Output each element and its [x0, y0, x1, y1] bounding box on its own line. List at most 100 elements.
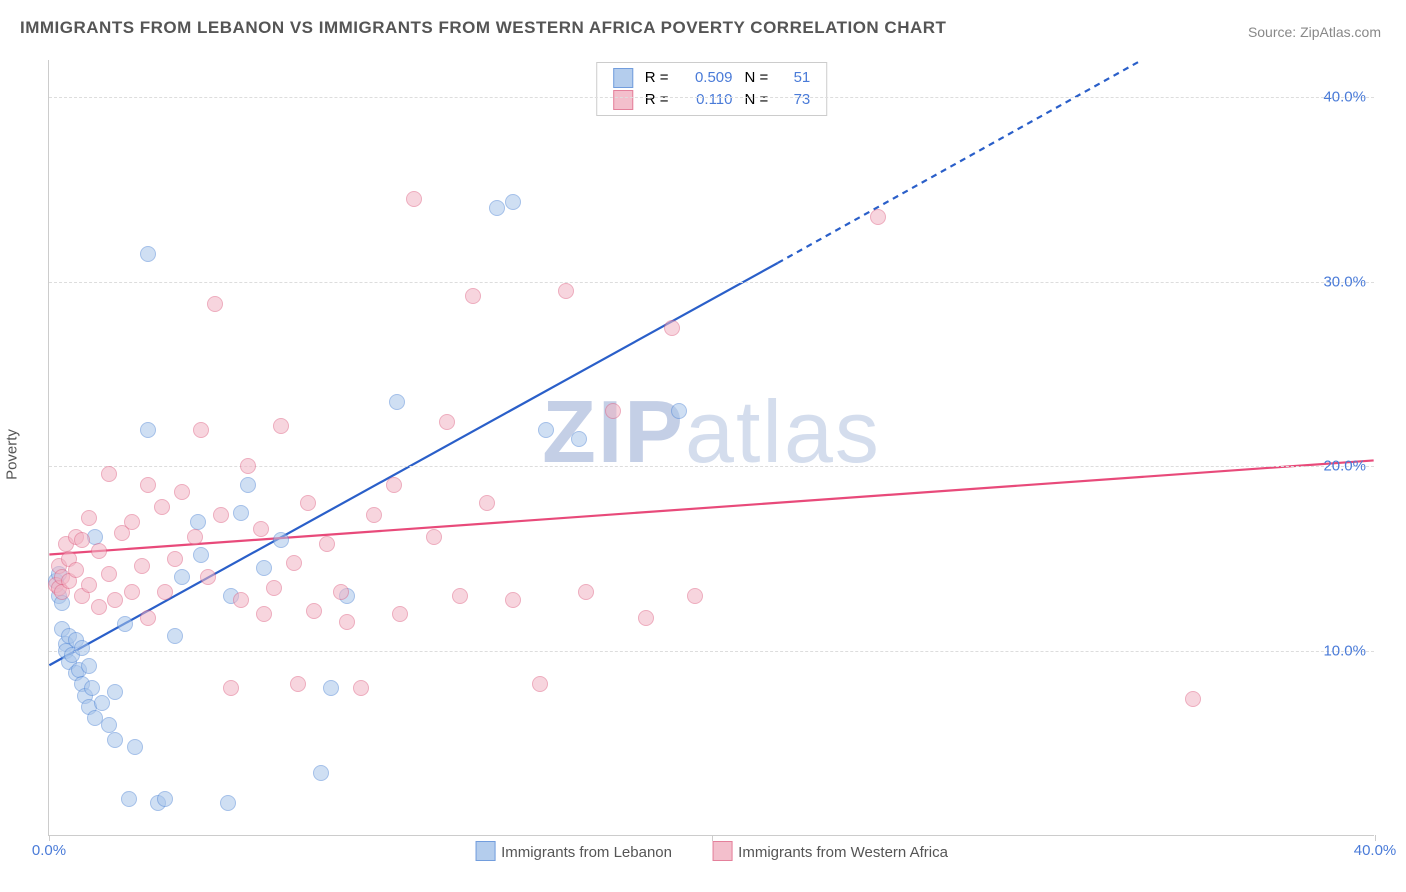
data-point-western_africa: [124, 584, 140, 600]
x-tick-label: 40.0%: [1354, 842, 1397, 859]
data-point-western_africa: [91, 599, 107, 615]
data-point-lebanon: [107, 732, 123, 748]
y-tick-label: 30.0%: [1323, 273, 1366, 290]
data-point-western_africa: [664, 320, 680, 336]
data-point-western_africa: [200, 569, 216, 585]
y-tick-label: 10.0%: [1323, 643, 1366, 660]
data-point-western_africa: [333, 584, 349, 600]
data-point-lebanon: [489, 200, 505, 216]
data-point-lebanon: [313, 765, 329, 781]
trend-lines-layer: [49, 60, 1374, 835]
chart-title: IMMIGRANTS FROM LEBANON VS IMMIGRANTS FR…: [20, 18, 946, 38]
legend-label-western-africa: Immigrants from Western Africa: [738, 844, 948, 861]
data-point-western_africa: [286, 555, 302, 571]
data-point-western_africa: [452, 588, 468, 604]
r-value-western-africa: 0.110: [675, 89, 739, 111]
data-point-lebanon: [117, 616, 133, 632]
data-point-western_africa: [439, 414, 455, 430]
gridline: [49, 651, 1374, 652]
r-label: R =: [639, 67, 675, 89]
legend-row-western-africa: R = 0.110 N = 73: [607, 89, 817, 111]
swatch-lebanon: [475, 841, 495, 861]
plot-area: ZIPatlas R = 0.509 N = 51 R = 0.110 N = …: [48, 60, 1374, 836]
y-axis-label: Poverty: [4, 429, 21, 480]
data-point-lebanon: [190, 514, 206, 530]
data-point-western_africa: [134, 558, 150, 574]
data-point-lebanon: [121, 791, 137, 807]
data-point-lebanon: [273, 532, 289, 548]
source-attribution: Source: ZipAtlas.com: [1248, 24, 1381, 40]
data-point-western_africa: [193, 422, 209, 438]
data-point-lebanon: [84, 680, 100, 696]
swatch-western-africa: [613, 90, 633, 110]
data-point-western_africa: [101, 566, 117, 582]
data-point-western_africa: [366, 507, 382, 523]
data-point-lebanon: [538, 422, 554, 438]
data-point-lebanon: [571, 431, 587, 447]
data-point-western_africa: [213, 507, 229, 523]
data-point-western_africa: [256, 606, 272, 622]
y-tick-label: 20.0%: [1323, 458, 1366, 475]
data-point-lebanon: [323, 680, 339, 696]
data-point-western_africa: [207, 296, 223, 312]
data-point-western_africa: [174, 484, 190, 500]
data-point-lebanon: [140, 422, 156, 438]
n-label: N =: [739, 89, 775, 111]
data-point-lebanon: [157, 791, 173, 807]
data-point-lebanon: [505, 194, 521, 210]
legend-item-lebanon: Immigrants from Lebanon: [475, 844, 676, 861]
legend-row-lebanon: R = 0.509 N = 51: [607, 67, 817, 89]
data-point-lebanon: [107, 684, 123, 700]
data-point-western_africa: [74, 532, 90, 548]
data-point-western_africa: [392, 606, 408, 622]
data-point-western_africa: [124, 514, 140, 530]
n-label: N =: [739, 67, 775, 89]
x-tick: [49, 835, 50, 841]
data-point-western_africa: [253, 521, 269, 537]
data-point-lebanon: [167, 628, 183, 644]
data-point-lebanon: [94, 695, 110, 711]
data-point-western_africa: [140, 610, 156, 626]
n-value-lebanon: 51: [774, 67, 816, 89]
data-point-lebanon: [74, 640, 90, 656]
legend-label-lebanon: Immigrants from Lebanon: [501, 844, 672, 861]
data-point-western_africa: [1185, 691, 1201, 707]
swatch-western-africa: [712, 841, 732, 861]
y-tick-label: 40.0%: [1323, 88, 1366, 105]
x-tick: [1375, 835, 1376, 841]
gridline: [49, 97, 1374, 98]
data-point-western_africa: [68, 562, 84, 578]
data-point-western_africa: [157, 584, 173, 600]
data-point-lebanon: [193, 547, 209, 563]
data-point-lebanon: [256, 560, 272, 576]
chart-container: IMMIGRANTS FROM LEBANON VS IMMIGRANTS FR…: [0, 0, 1406, 892]
legend-correlation: R = 0.509 N = 51 R = 0.110 N = 73: [596, 62, 828, 116]
data-point-western_africa: [101, 466, 117, 482]
r-value-lebanon: 0.509: [675, 67, 739, 89]
watermark: ZIPatlas: [542, 381, 881, 483]
data-point-western_africa: [532, 676, 548, 692]
data-point-western_africa: [167, 551, 183, 567]
n-value-western-africa: 73: [774, 89, 816, 111]
data-point-lebanon: [101, 717, 117, 733]
data-point-western_africa: [426, 529, 442, 545]
data-point-western_africa: [687, 588, 703, 604]
data-point-western_africa: [240, 458, 256, 474]
data-point-western_africa: [479, 495, 495, 511]
data-point-lebanon: [389, 394, 405, 410]
data-point-lebanon: [240, 477, 256, 493]
data-point-western_africa: [638, 610, 654, 626]
data-point-western_africa: [81, 577, 97, 593]
data-point-western_africa: [870, 209, 886, 225]
data-point-lebanon: [127, 739, 143, 755]
data-point-western_africa: [353, 680, 369, 696]
data-point-western_africa: [187, 529, 203, 545]
data-point-western_africa: [233, 592, 249, 608]
data-point-western_africa: [306, 603, 322, 619]
legend-item-western-africa: Immigrants from Western Africa: [712, 844, 948, 861]
gridline: [49, 282, 1374, 283]
data-point-western_africa: [319, 536, 335, 552]
data-point-lebanon: [671, 403, 687, 419]
data-point-western_africa: [558, 283, 574, 299]
data-point-lebanon: [220, 795, 236, 811]
